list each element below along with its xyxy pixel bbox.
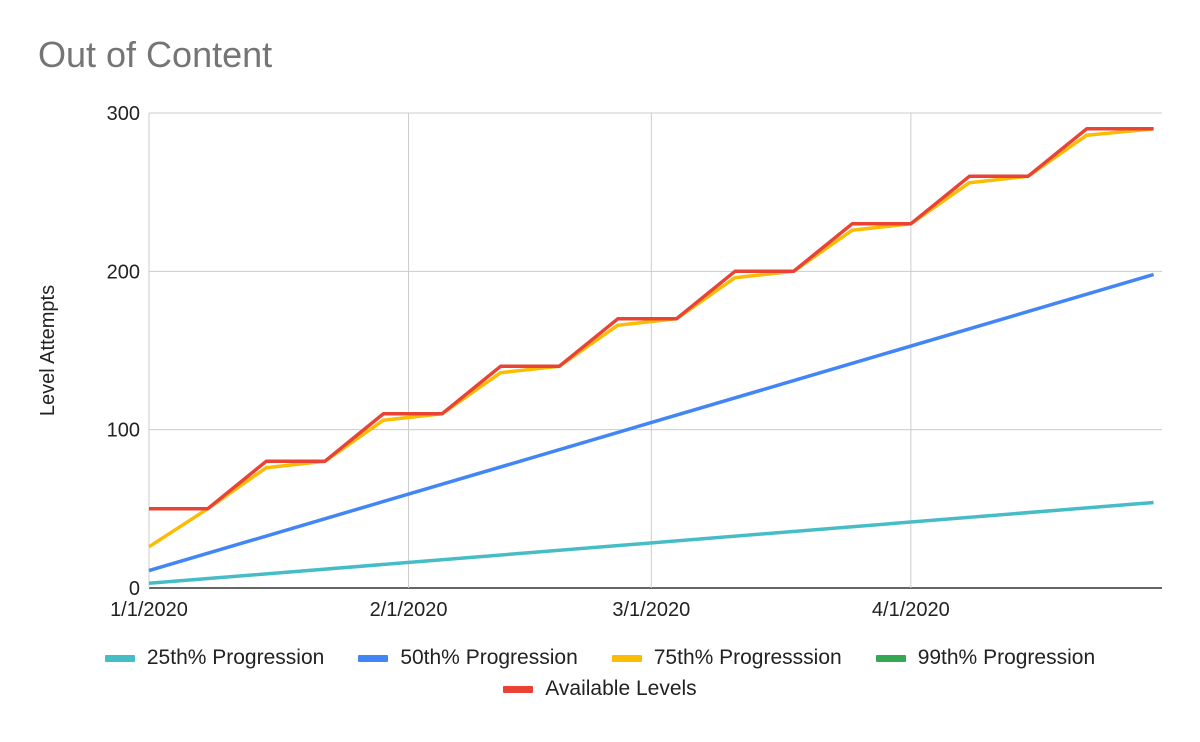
legend-swatch [358,654,389,662]
legend-item: 99th% Progression [875,646,1096,670]
x-tick-label: 1/1/2020 [110,599,188,621]
y-axis-label: Level Attempts [37,285,59,416]
legend-item: 50th% Progression [358,646,578,670]
series-line [148,500,1154,586]
legend-item: 75th% Progresssion [611,646,842,670]
legend-label: 50th% Progression [400,646,578,669]
series-line [148,272,1155,573]
legend-swatch [503,685,534,693]
y-tick-label: 100 [107,420,140,442]
legend-row: 25th% Progression 50th% Progression 75th% … [0,646,1200,670]
y-tick-label: 300 [107,103,140,125]
x-tick-label: 2/1/2020 [370,599,448,621]
x-tick-label: 3/1/2020 [612,599,690,621]
y-tick-label: 0 [129,578,140,600]
legend-label: 25th% Progression [146,646,325,669]
legend-swatch [875,654,906,662]
legend-item: Available Levels [503,677,697,701]
series-line [149,127,1154,511]
legend-row: Available Levels [0,677,1200,701]
legend-swatch [611,654,642,662]
legend-label: 75th% Progresssion [653,646,842,669]
legend-label: 99th% Progression [917,646,1096,669]
legend-item: 25th% Progression [104,646,325,670]
y-tick-label: 200 [107,261,140,283]
legend-swatch [104,654,135,662]
chart-title: Out of Content [38,34,273,75]
legend-label: Available Levels [545,677,697,700]
x-tick-label: 4/1/2020 [872,599,950,621]
